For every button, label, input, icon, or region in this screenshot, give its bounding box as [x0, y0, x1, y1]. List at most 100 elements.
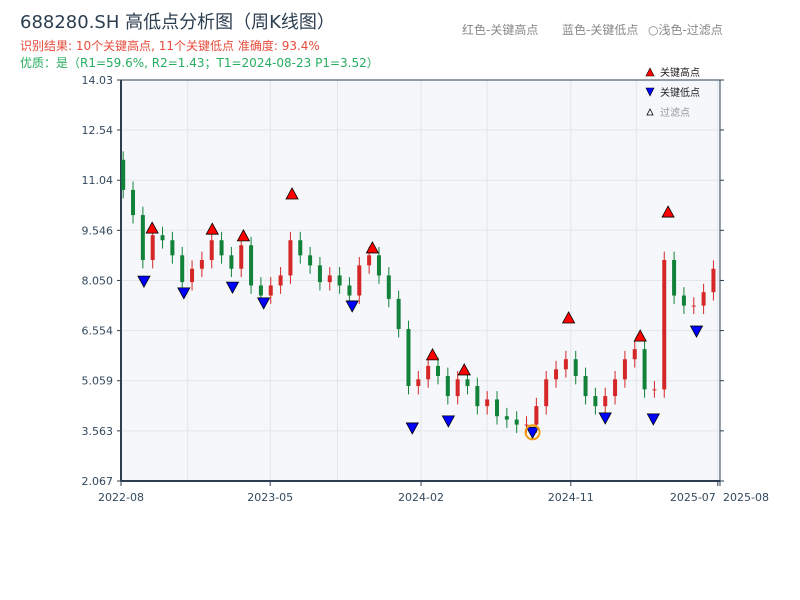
key-low-marker	[689, 325, 704, 338]
key-high-marker	[633, 329, 647, 342]
key-high-marker	[145, 221, 159, 234]
y-tick-label: 12.54	[82, 124, 114, 137]
candle-body	[406, 329, 411, 387]
key-high-marker	[561, 311, 576, 324]
key-high-marker	[236, 229, 251, 242]
candle-body	[534, 406, 539, 425]
candle-body	[504, 416, 509, 420]
legend-high-icon	[645, 67, 655, 77]
candle-body	[613, 379, 618, 397]
candle-body	[249, 245, 254, 286]
key-low-marker	[405, 422, 419, 435]
candle-body	[544, 379, 549, 407]
candle-body	[209, 240, 214, 261]
key-high-marker	[205, 222, 219, 235]
key-low-marker	[137, 275, 151, 288]
y-tick-label: 2.067	[82, 475, 114, 488]
legend-high-label: 关键高点	[660, 66, 700, 79]
y-tick-label: 9.546	[82, 224, 114, 237]
key-high-marker	[365, 241, 380, 254]
y-tick-label: 6.554	[82, 325, 114, 338]
candle-body	[357, 265, 362, 296]
candle-body	[121, 159, 126, 190]
candle-body	[170, 240, 175, 256]
key-low-marker	[345, 300, 359, 313]
candle-body	[140, 215, 145, 261]
key-low-marker	[441, 415, 456, 428]
candle-body	[288, 240, 293, 276]
candle-body	[485, 399, 490, 407]
x-tick-label: 2024-11	[548, 491, 594, 504]
key-low-marker	[598, 412, 612, 425]
key-low-marker	[646, 413, 660, 426]
candle-body	[554, 369, 559, 380]
candle-body	[573, 359, 578, 376]
x-tick-label: 2025-07	[670, 491, 716, 504]
candle-body	[632, 349, 637, 360]
candle-body	[367, 255, 372, 266]
note-blue-low: 蓝色-关键低点	[562, 23, 639, 37]
quality-summary: 优质：是（R1=59.6%, R2=1.43；T1=2024-08-23 P1=…	[20, 56, 379, 70]
candle-body	[514, 419, 519, 425]
key-low-marker	[525, 426, 540, 440]
highlight-circle	[524, 424, 541, 441]
candle-body	[465, 379, 470, 387]
x-tick-label: 2022-08	[98, 491, 144, 504]
result-summary: 识别结果: 10个关键高点, 11个关键低点 准确度: 93.4%	[20, 39, 320, 53]
candle-body	[681, 295, 686, 306]
x-tick-label: 2024-02	[398, 491, 444, 504]
candle-body	[278, 275, 283, 286]
candle-body	[396, 298, 401, 330]
candle-body	[180, 255, 185, 283]
key-high-marker	[425, 348, 440, 361]
note-red-high: 红色-关键高点	[462, 23, 539, 37]
y-tick-label: 14.03	[82, 74, 114, 87]
legend-filtered-icon	[646, 108, 654, 116]
candle-body	[701, 292, 706, 306]
candle-body	[455, 379, 460, 397]
candle-body	[131, 189, 136, 216]
legend-filtered-label: 过滤点	[660, 106, 690, 119]
candle-body	[337, 275, 342, 286]
candle-body	[298, 240, 303, 256]
chart-title: 688280.SH 高低点分析图（周K线图）	[20, 12, 335, 33]
candle-body	[426, 365, 431, 380]
candle-body	[199, 260, 204, 269]
candle-body	[711, 268, 716, 293]
candle-body	[475, 386, 480, 407]
candle-body	[435, 365, 440, 376]
legend-low-icon	[645, 87, 655, 97]
candle-body	[495, 399, 500, 417]
candle-body	[583, 375, 588, 397]
candle-body	[327, 275, 332, 283]
candle-body	[219, 240, 224, 256]
y-tick-label: 11.04	[82, 174, 114, 187]
key-low-marker	[225, 281, 240, 294]
candle-body	[445, 375, 450, 397]
candle-body	[593, 396, 598, 407]
y-tick-label: 5.059	[82, 375, 114, 388]
candle-body	[239, 245, 244, 269]
key-high-marker	[457, 363, 471, 376]
y-tick-label: 8.050	[82, 274, 114, 287]
candle-body	[376, 255, 381, 276]
candle-body	[416, 379, 421, 387]
candle-body	[150, 235, 155, 261]
candle-body	[190, 268, 195, 283]
candle-body	[308, 255, 313, 266]
candle-body	[652, 389, 657, 391]
key-high-marker	[285, 187, 299, 200]
y-tick-label: 3.563	[82, 425, 114, 438]
candle-body	[603, 396, 608, 407]
candle-body	[524, 424, 529, 426]
candle-body	[662, 260, 667, 390]
candle-body	[229, 255, 234, 269]
candle-body	[691, 305, 696, 307]
candle-body	[268, 285, 273, 296]
candle-body	[563, 359, 568, 370]
candle-body	[386, 275, 391, 299]
candle-body	[622, 359, 627, 380]
candle-body	[317, 265, 322, 283]
candle-body	[642, 349, 647, 390]
